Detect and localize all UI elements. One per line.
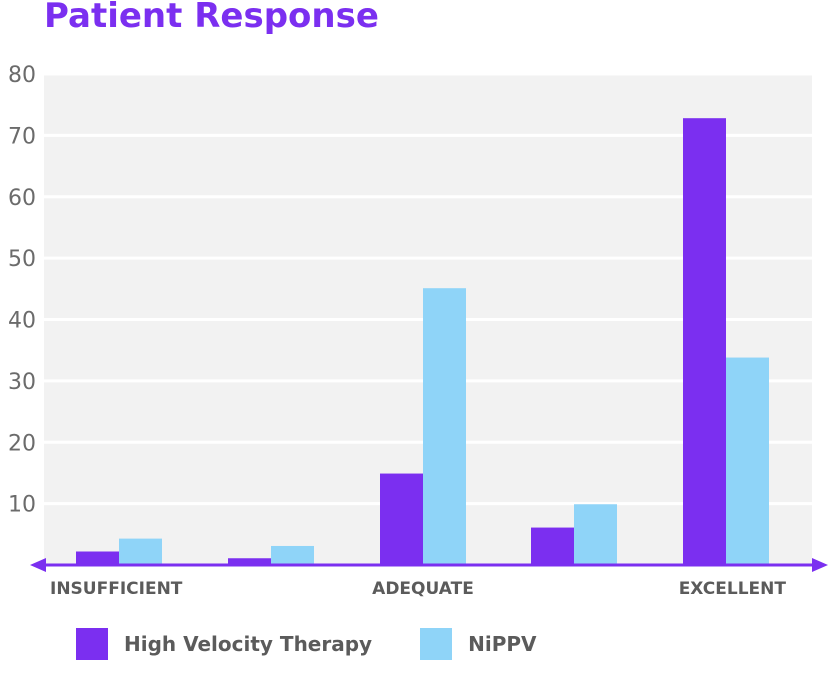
legend-item-series-1: High Velocity Therapy	[76, 628, 372, 660]
bar-series-2	[574, 504, 617, 565]
legend-label-series-1: High Velocity Therapy	[124, 632, 373, 656]
bar-series-1	[228, 558, 271, 565]
legend-label-series-2: NiPPV	[468, 632, 537, 656]
x-tick-label: INSUFFICIENT	[50, 579, 183, 599]
y-tick-label: 80	[8, 63, 36, 88]
bar-series-1	[76, 551, 119, 565]
legend: High Velocity Therapy NiPPV	[76, 628, 584, 660]
bar-chart: 10 20 30 40 50 60 70 80 INSUFFICIENT ADEQUATE EXCE…	[8, 63, 828, 599]
x-tick-label: EXCELLENT	[679, 579, 787, 599]
bar-series-2	[119, 538, 162, 565]
legend-swatch-series-1	[76, 628, 108, 660]
bar-series-2	[726, 357, 769, 565]
bar-series-1	[531, 527, 574, 565]
x-axis-arrow-right	[812, 558, 828, 572]
bar-series-1	[683, 118, 726, 565]
legend-item-series-2: NiPPV	[420, 628, 536, 660]
bar-series-2	[271, 545, 314, 565]
y-tick-label: 10	[8, 493, 36, 518]
x-axis-arrow-left	[30, 558, 46, 572]
y-tick-label: 60	[8, 186, 36, 211]
y-tick-label: 40	[8, 309, 36, 334]
chart-title: Patient Response	[44, 0, 379, 36]
x-tick-label: ADEQUATE	[372, 579, 474, 599]
legend-swatch-series-2	[420, 628, 453, 660]
y-tick-label: 30	[8, 370, 36, 395]
y-tick-label: 50	[8, 247, 36, 272]
bar-series-2	[423, 288, 466, 565]
y-tick-label: 20	[8, 431, 36, 456]
bar-series-1	[380, 473, 423, 565]
y-tick-label: 70	[8, 124, 36, 149]
